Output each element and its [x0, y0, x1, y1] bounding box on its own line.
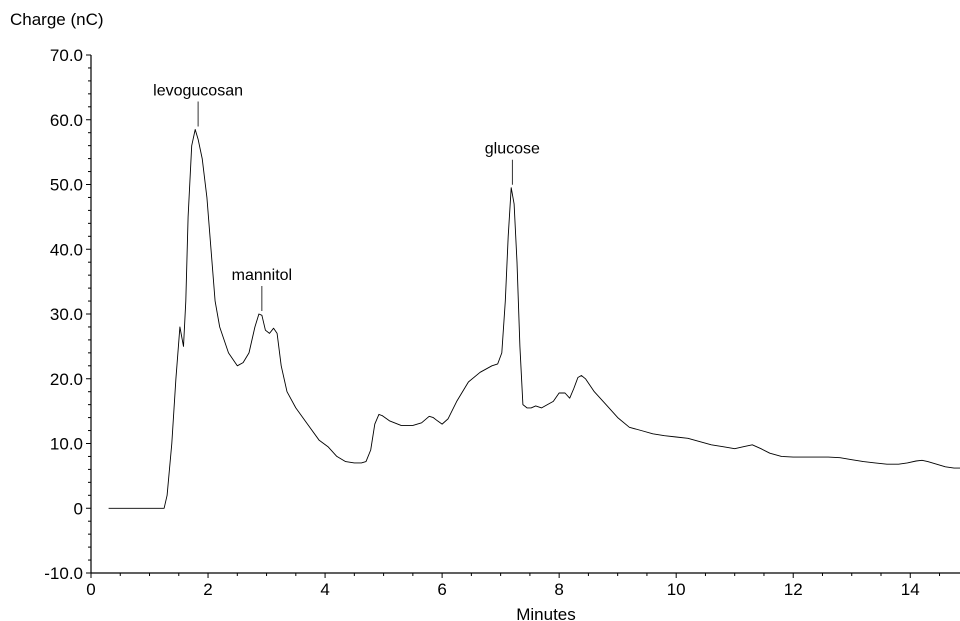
annotations: levogucosan mannitol glucose [153, 82, 540, 311]
x-tick-label: 0 [86, 580, 95, 599]
series-group [108, 129, 960, 509]
y-tick-label: 20.0 [50, 370, 83, 389]
y-axis-label: Charge (nC) [10, 10, 104, 29]
x-tick-label: 14 [901, 580, 920, 599]
x-axis-label: Minutes [516, 605, 576, 621]
x-ticks: 0 2 4 6 8 10 12 14 [86, 573, 941, 599]
annotation-label: levogucosan [153, 82, 243, 99]
y-tick-label: -10.0 [44, 564, 83, 583]
chromatogram-trace [108, 129, 960, 509]
y-tick-label: 50.0 [50, 176, 83, 195]
y-tick-label: 60.0 [50, 111, 83, 130]
y-tick-label: 0 [74, 499, 83, 518]
x-tick-label: 2 [203, 580, 212, 599]
y-ticks: -10.0 0 10.0 20.0 30.0 40.0 50.0 60.0 70.0 [44, 46, 91, 583]
annotation-label: glucose [485, 141, 540, 158]
axes [90, 55, 960, 574]
y-tick-label: 10.0 [50, 435, 83, 454]
x-tick-label: 6 [437, 580, 446, 599]
x-tick-label: 8 [554, 580, 563, 599]
x-tick-label: 10 [667, 580, 686, 599]
y-tick-label: 30.0 [50, 305, 83, 324]
x-tick-label: 12 [784, 580, 803, 599]
y-tick-label: 40.0 [50, 240, 83, 259]
y-tick-label: 70.0 [50, 46, 83, 65]
annotation-label: mannitol [232, 267, 292, 284]
x-tick-label: 4 [320, 580, 329, 599]
